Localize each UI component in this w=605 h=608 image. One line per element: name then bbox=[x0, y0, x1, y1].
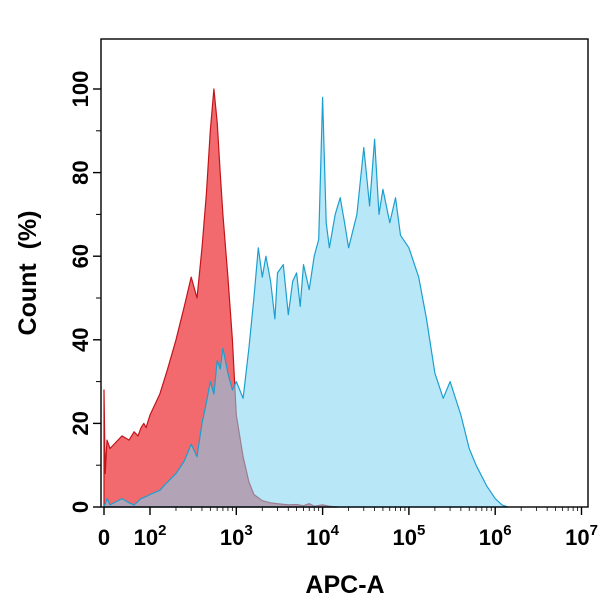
x-tick-label: 102 bbox=[134, 522, 167, 550]
y-tick-label: 60 bbox=[68, 244, 93, 268]
x-tick-label: 0 bbox=[98, 525, 110, 550]
y-tick-label: 100 bbox=[68, 71, 93, 108]
y-axis: 0 20 40 60 80 100 bbox=[68, 71, 101, 513]
x-tick-label: 104 bbox=[306, 522, 339, 550]
x-tick-label: 105 bbox=[392, 522, 425, 550]
x-tick-label: 106 bbox=[479, 522, 512, 550]
y-axis-title: Count (%) bbox=[14, 211, 42, 336]
plot-frame bbox=[100, 38, 589, 508]
x-tick-label: 103 bbox=[220, 522, 253, 550]
y-tick-label: 20 bbox=[68, 411, 93, 435]
y-tick-label: 0 bbox=[68, 501, 93, 513]
series-layer bbox=[103, 88, 509, 508]
x-axis-title: APC-A bbox=[305, 571, 384, 599]
x-tick-label: 107 bbox=[565, 522, 598, 550]
series-area-2 bbox=[103, 96, 509, 508]
x-axis: 0102103104105106107108 bbox=[98, 507, 598, 550]
y-tick-label: 80 bbox=[68, 160, 93, 184]
y-tick-label: 40 bbox=[68, 328, 93, 352]
